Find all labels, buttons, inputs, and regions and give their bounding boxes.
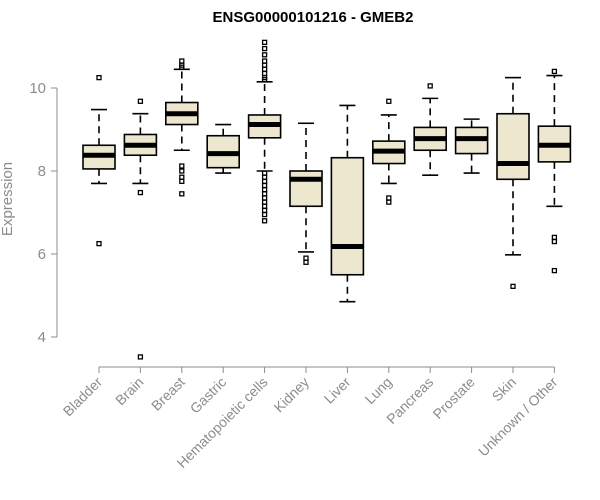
x-tick-label: Unknown / Other — [475, 374, 561, 460]
outlier-point — [179, 174, 185, 180]
outlier-point — [261, 178, 268, 185]
outlier-point — [261, 195, 268, 201]
box-kidney — [289, 170, 323, 208]
outlier-point — [261, 218, 268, 224]
outlier-point — [261, 77, 268, 83]
outlier-point — [261, 199, 268, 205]
box-liver — [330, 156, 365, 276]
outlier-point — [551, 68, 558, 75]
y-axis-label: Expression — [0, 162, 16, 236]
outlier-point — [179, 64, 185, 70]
outlier-point — [386, 195, 392, 201]
outlier-point — [179, 168, 185, 174]
y-tick-label: 6 — [38, 246, 46, 263]
x-tick-label: Kidney — [271, 374, 313, 416]
x-tick-label: Skin — [489, 374, 520, 405]
x-tick-label: Brain — [112, 374, 146, 408]
outlier-point — [137, 354, 144, 360]
outlier-point — [551, 234, 558, 241]
outlier-point — [261, 207, 268, 214]
outlier-point — [261, 187, 268, 193]
outlier-point — [179, 178, 185, 185]
outlier-point — [261, 45, 268, 52]
x-tick-label: Bladder — [60, 374, 106, 420]
outlier-point — [386, 199, 392, 205]
outlier-point — [551, 267, 558, 274]
x-tick-label: Liver — [321, 374, 354, 407]
outlier-point — [261, 66, 268, 72]
outlier-point — [261, 211, 268, 218]
y-tick-label: 4 — [38, 329, 46, 346]
outlier-point — [261, 52, 268, 58]
outlier-point — [510, 283, 516, 290]
outlier-point — [261, 191, 268, 197]
outlier-point — [261, 203, 268, 209]
outlier-point — [303, 259, 309, 265]
y-tick-label: 10 — [29, 80, 46, 97]
outlier-point — [96, 240, 102, 247]
outlier-point — [96, 74, 102, 81]
outlier-point — [261, 174, 268, 180]
chart-title: ENSG00000101216 - GMEB2 — [213, 9, 414, 26]
x-tick-label: Breast — [148, 374, 188, 414]
x-tick-label: Lung — [362, 374, 395, 407]
outlier-point — [261, 170, 268, 176]
outlier-point — [137, 189, 144, 196]
outlier-point — [261, 182, 268, 189]
outlier-point — [551, 238, 558, 245]
y-tick-label: 8 — [38, 163, 46, 180]
outlier-point — [137, 98, 144, 104]
box-skin — [496, 112, 530, 181]
outlier-point — [261, 39, 268, 45]
outlier-point — [179, 58, 185, 64]
outlier-point — [303, 255, 309, 261]
outlier-point — [179, 163, 185, 169]
outlier-point — [427, 83, 433, 89]
outlier-point — [386, 98, 392, 104]
x-tick-label: Prostate — [430, 374, 478, 422]
outlier-point — [261, 70, 268, 77]
outlier-point — [261, 62, 268, 68]
outlier-point — [261, 58, 268, 64]
outlier-point — [179, 191, 185, 197]
